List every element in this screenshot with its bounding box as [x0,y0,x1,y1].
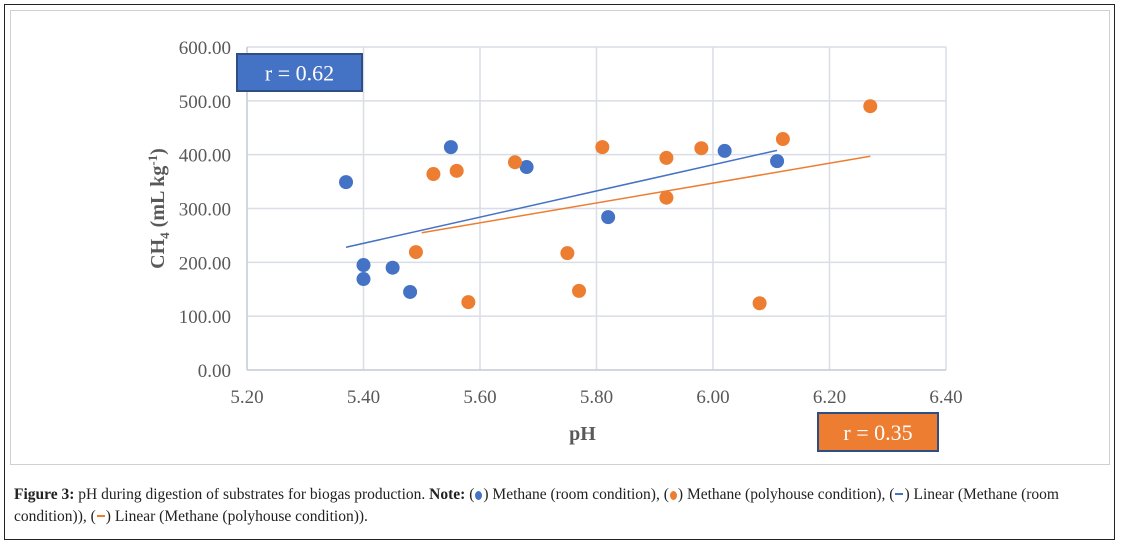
data-point-polyhouse [408,245,423,260]
y-tick-label: 200.00 [179,253,231,274]
data-point-polyhouse [659,150,674,165]
y-tick-label: 400.00 [179,146,231,167]
data-point-room [339,175,354,190]
data-point-polyhouse [449,163,464,178]
x-axis-label: pH [569,423,596,445]
y-tick-label: 300.00 [179,200,231,221]
data-point-polyhouse [426,167,441,182]
caption-legend-text: Methane (polyhouse condition), [683,486,890,503]
caption-legend-text: Methane (room condition), [488,486,664,503]
correlation-box [817,412,939,452]
data-point-room [443,140,458,155]
scatter-chart: 0.00 100.00 200.00 300.00 400.00 500.00 600.00… [10,10,1110,465]
data-point-polyhouse [507,155,522,170]
data-point-polyhouse [560,246,575,261]
caption-legend-text: Linear (Methane (room condition)), [14,486,1059,525]
x-tick-label: 6.00 [696,387,729,408]
y-axis-label: CH4 (mL kg-1) [145,148,172,269]
x-tick-label: 6.20 [813,387,846,408]
data-point-polyhouse [659,190,674,205]
chart-svg: 0.00 100.00 200.00 300.00 400.00 500.00 600.00… [10,10,1110,465]
data-point-room [519,160,534,175]
caption-note-label: Note: [429,486,466,503]
correlation-label: r = 0.62 [265,61,334,86]
legend-marker-line-icon [96,515,105,517]
data-point-room [717,143,732,158]
x-tick-label: 5.40 [347,387,380,408]
data-point-room [601,210,616,225]
data-point-room [403,284,418,299]
y-tick-label: 500.00 [179,92,231,113]
caption-legend-items: () Methane (room condition), () Methane … [14,486,1059,525]
correlation-box [236,53,363,92]
y-tick-label: 0.00 [198,361,231,382]
data-point-polyhouse [694,141,709,156]
legend-marker-line-icon [895,493,904,495]
data-point-room [770,154,785,169]
trendline-polyhouse [421,155,871,234]
figure-caption: Figure 3: pH during digestion of substra… [14,484,1109,528]
caption-legend-text: Linear (Methane (polyhouse condition)). [110,508,368,525]
data-point-polyhouse [572,283,587,298]
data-point-polyhouse [775,132,790,147]
data-point-polyhouse [752,296,767,311]
caption-text: pH during digestion of substrates for bi… [74,486,430,503]
figure-frame [4,4,1115,540]
legend-marker-dot-icon [669,491,677,500]
data-point-polyhouse [863,99,878,114]
x-tick-label: 5.60 [463,387,496,408]
data-point-polyhouse [461,295,476,310]
data-point-room [356,258,371,273]
x-tick-label: 5.80 [580,387,613,408]
data-point-room [356,272,371,287]
trendline-room [345,149,778,248]
y-tick-label: 100.00 [179,307,231,328]
legend-marker-dot-icon [475,491,483,500]
correlation-label: r = 0.35 [843,420,912,445]
chart-area-border [10,10,1110,465]
data-point-room [385,260,400,275]
y-tick-label: 600.00 [179,38,231,59]
x-tick-label: 5.20 [230,387,263,408]
caption-label: Figure 3: [14,486,75,503]
x-tick-label: 6.40 [929,387,962,408]
data-point-polyhouse [595,140,610,155]
